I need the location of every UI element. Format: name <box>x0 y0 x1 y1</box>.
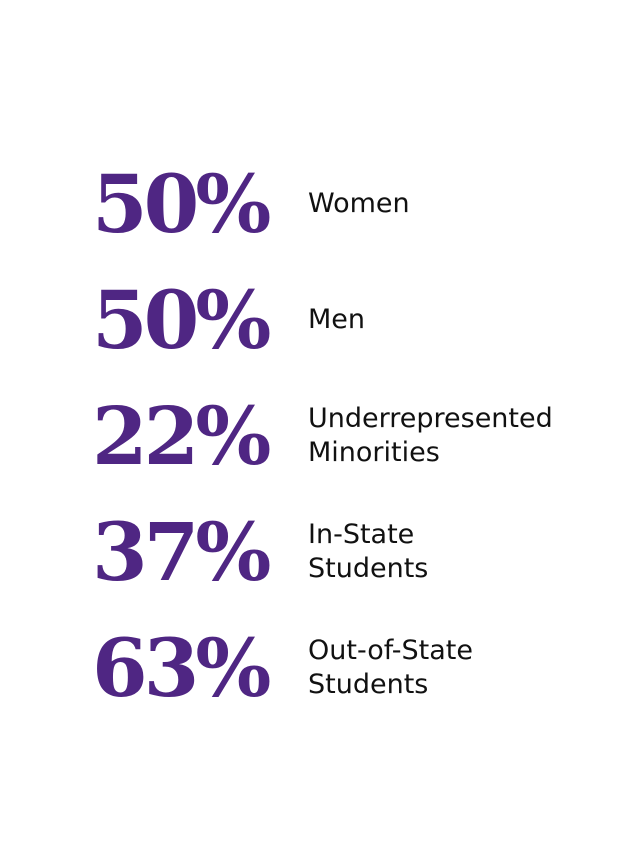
stat-value: 22% <box>92 389 271 483</box>
stat-label-line: Minorities <box>308 437 440 468</box>
stat-item-in-state-students: 37% In-State Students <box>92 494 612 610</box>
stat-label-line: Underrepresented <box>308 403 553 434</box>
stat-label-line: Women <box>308 188 410 219</box>
stat-value: 37% <box>92 505 271 599</box>
stat-label: Women <box>308 187 410 221</box>
stats-list: 50% Women 50% Men 22% Underrepresented M… <box>92 146 612 726</box>
stat-label: Out-of-State Students <box>308 634 473 702</box>
stat-item-out-of-state-students: 63% Out-of-State Students <box>92 610 612 726</box>
stat-label-line: Students <box>308 553 429 584</box>
stat-label-line: Men <box>308 304 366 335</box>
stat-item-underrepresented-minorities: 22% Underrepresented Minorities <box>92 378 612 494</box>
stat-label-line: Students <box>308 669 429 700</box>
stat-label-line: Out-of-State <box>308 635 473 666</box>
stat-value: 50% <box>92 273 271 367</box>
stat-item-men: 50% Men <box>92 262 612 378</box>
stat-label: Underrepresented Minorities <box>308 402 553 470</box>
stat-label: In-State Students <box>308 518 428 586</box>
stat-item-women: 50% Women <box>92 146 612 262</box>
stat-value: 63% <box>92 621 271 715</box>
stat-label: Men <box>308 303 365 337</box>
stat-label-line: In-State <box>308 519 415 550</box>
stat-value: 50% <box>92 157 271 251</box>
